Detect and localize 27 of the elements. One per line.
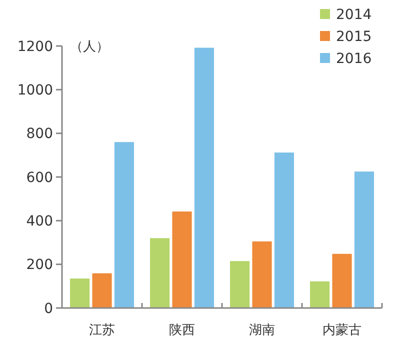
- y-tick-label: 600: [26, 170, 53, 186]
- x-tick-label: 江苏: [89, 323, 115, 338]
- y-tick-label: 0: [44, 300, 53, 317]
- y-axis-title: （人）: [70, 40, 109, 55]
- bar: [274, 152, 294, 308]
- bar: [252, 241, 272, 308]
- bar: [70, 278, 90, 308]
- bar: [92, 273, 112, 308]
- bar: [310, 281, 330, 308]
- y-tick-label: 1000: [17, 82, 53, 99]
- x-tick-label: 陕西: [169, 323, 195, 338]
- bar: [150, 238, 170, 308]
- y-tick-label: 800: [26, 126, 53, 142]
- bar: [332, 254, 352, 308]
- y-tick-label: 200: [26, 257, 53, 274]
- legend-label: 2016: [336, 50, 372, 67]
- y-tick-label: 400: [26, 214, 53, 230]
- bar: [230, 261, 250, 308]
- bar: [354, 172, 374, 308]
- x-tick-label: 内蒙古: [322, 323, 362, 338]
- x-tick-label: 湖南: [249, 323, 275, 338]
- y-tick-label: 1200: [17, 38, 53, 55]
- bar: [172, 211, 192, 308]
- bar: [114, 142, 134, 308]
- bar: [194, 48, 214, 308]
- legend-label: 2014: [336, 6, 372, 23]
- legend-label: 2015: [336, 28, 372, 45]
